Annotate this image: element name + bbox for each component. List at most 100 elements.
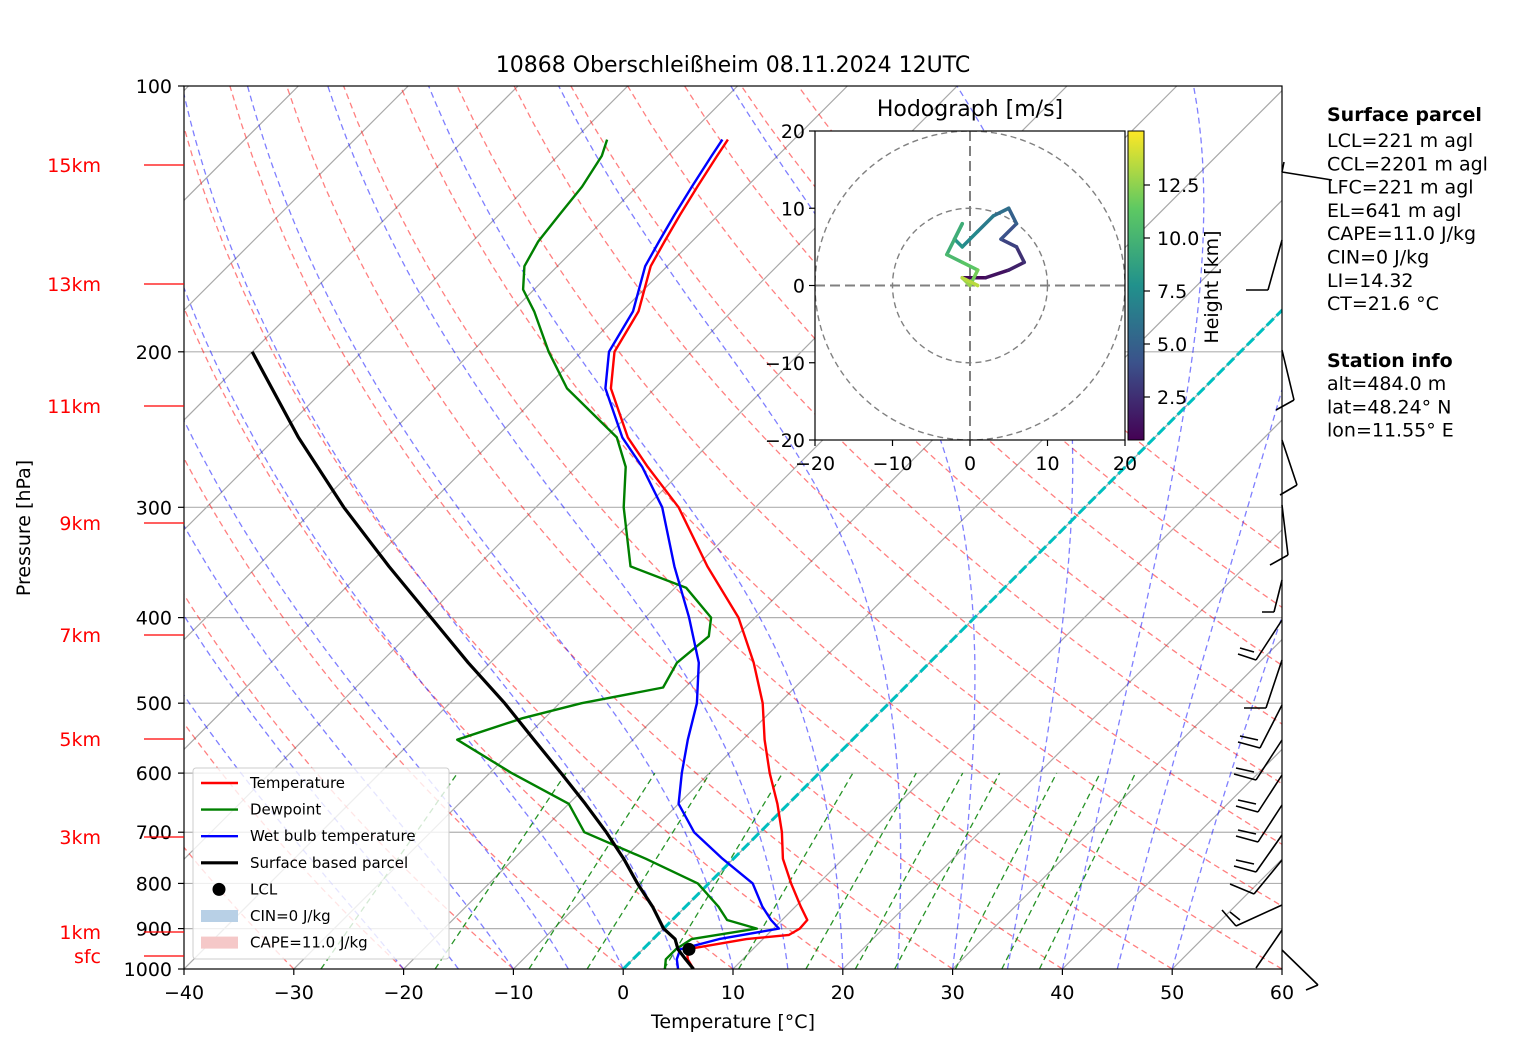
moist-adiabat — [558, 86, 902, 969]
mixing-ratio-line — [434, 772, 567, 969]
y-tick-label: 300 — [136, 497, 172, 519]
colorbar-tick-label: 5.0 — [1157, 334, 1187, 356]
mixing-ratio-line — [738, 772, 854, 969]
y-tick-label: 200 — [136, 342, 172, 364]
isotherm-line — [512, 199, 1282, 969]
x-tick-label: 30 — [941, 982, 965, 1004]
dry-adiabat — [286, 86, 1063, 969]
hodograph-x-tick-label: 10 — [1035, 453, 1059, 475]
dry-adiabat — [399, 86, 1282, 969]
mixing-ratio-line — [1038, 772, 1137, 969]
y-tick-label: 1000 — [124, 959, 172, 981]
wind-barbs — [1221, 161, 1333, 991]
surface-parcel-line: CAPE=11.0 J/kg — [1327, 223, 1476, 245]
moist-adiabat — [327, 86, 789, 969]
surface-parcel-line: CT=21.6 °C — [1327, 293, 1439, 315]
x-tick-label: 0 — [617, 982, 629, 1004]
moist-adiabat — [184, 286, 624, 969]
x-tick-label: −40 — [164, 982, 204, 1004]
moist-adiabat — [730, 86, 976, 969]
hodograph-segment — [1007, 260, 1026, 272]
wind-barb — [1237, 704, 1283, 749]
isotherm-line — [184, 86, 409, 312]
legend-label: LCL — [250, 880, 278, 898]
x-axis-label: Temperature [°C] — [650, 1011, 815, 1033]
hodograph-segment — [976, 214, 995, 234]
hodograph-segment — [960, 276, 980, 288]
wind-barb — [1255, 929, 1319, 991]
surface-parcel-heading: Surface parcel — [1327, 104, 1482, 126]
y-tick-label: 500 — [136, 693, 172, 715]
chart-title: 10868 Oberschleißheim 08.11.2024 12UTC — [496, 53, 971, 78]
height-label: 3km — [59, 827, 101, 849]
isotherm-line — [732, 419, 1282, 969]
legend-label: Wet bulb temperature — [250, 827, 416, 845]
lcl-marker — [682, 942, 696, 956]
wind-barb — [1233, 834, 1283, 873]
x-tick-label: −30 — [274, 982, 314, 1004]
legend-box — [192, 767, 450, 960]
height-label: 15km — [47, 155, 101, 177]
isotherm-line — [1061, 748, 1282, 969]
height-label: 5km — [59, 729, 101, 751]
colorbar-tick-label: 10.0 — [1157, 228, 1199, 250]
moist-adiabat — [1116, 387, 1282, 969]
x-tick-label: −20 — [384, 982, 424, 1004]
hodograph: Hodograph [m/s] −20 −10 0 10 20 20 10 0 −10 −20 1… — [765, 97, 1223, 475]
isotherm-line — [952, 638, 1282, 969]
freezing-isotherm — [622, 308, 1282, 969]
wind-barb — [1262, 579, 1283, 613]
surface-parcel-line: LI=14.32 — [1327, 270, 1414, 292]
wind-barb — [1244, 659, 1283, 709]
wind-barb — [1281, 161, 1333, 181]
hodograph-x-tick-label: −10 — [872, 453, 912, 475]
x-tick-label: 60 — [1270, 982, 1294, 1004]
isotherm-line — [184, 86, 739, 641]
legend-label: CIN=0 J/kg — [250, 907, 331, 925]
x-tick-label: 40 — [1050, 982, 1074, 1004]
mixing-ratio-line — [528, 772, 656, 969]
mixing-ratio-line — [954, 772, 1058, 969]
y-tick-label: 400 — [136, 608, 172, 630]
hodograph-title: Hodograph [m/s] — [877, 97, 1063, 122]
x-tick-label: 10 — [721, 982, 745, 1004]
y-axis-label: Pressure [hPa] — [13, 460, 35, 596]
colorbar-tick-label: 7.5 — [1157, 281, 1187, 303]
legend-label: Surface based parcel — [250, 854, 408, 872]
dry-adiabat — [229, 86, 953, 969]
isotherm-line — [184, 86, 629, 531]
temperature-line — [609, 138, 809, 969]
y-axis-ticks: 100 200 300 400 500 600 700 800 900 1000 — [124, 76, 184, 981]
moist-adiabat — [184, 524, 514, 969]
mixing-ratio-line — [586, 772, 711, 969]
surface-parcel-line: EL=641 m agl — [1327, 200, 1461, 222]
moist-adiabat — [246, 86, 734, 969]
y-tick-label: 700 — [136, 822, 172, 844]
wind-barb — [1229, 859, 1283, 895]
hodograph-x-tick-label: −20 — [795, 453, 835, 475]
x-tick-label: 20 — [831, 982, 855, 1004]
moist-adiabat — [956, 86, 1074, 969]
hodograph-x-tick-label: 0 — [964, 453, 976, 475]
wind-barb — [1279, 439, 1298, 496]
sounding-lines — [250, 138, 809, 969]
hodograph-y-tick-label: 10 — [781, 198, 805, 220]
isotherm-line — [842, 528, 1282, 969]
wind-barb — [1269, 504, 1289, 566]
hodograph-segment — [991, 206, 1011, 218]
station-info-line: lat=48.24° N — [1327, 396, 1451, 418]
height-label: 13km — [47, 274, 101, 296]
moist-adiabat — [184, 91, 679, 969]
dry-adiabat — [513, 86, 1282, 846]
wetbulb-line — [604, 138, 781, 969]
station-info-line: alt=484.0 m — [1327, 373, 1446, 395]
hodograph-segment — [945, 252, 964, 265]
surface-parcel-line: LCL=221 m agl — [1327, 130, 1473, 152]
dry-adiabat — [342, 86, 1173, 969]
height-label: 9km — [59, 513, 101, 535]
surface-parcel-line: CIN=0 J/kg — [1327, 247, 1429, 269]
x-tick-label: 50 — [1160, 982, 1184, 1004]
dewpoint-line — [456, 139, 759, 969]
